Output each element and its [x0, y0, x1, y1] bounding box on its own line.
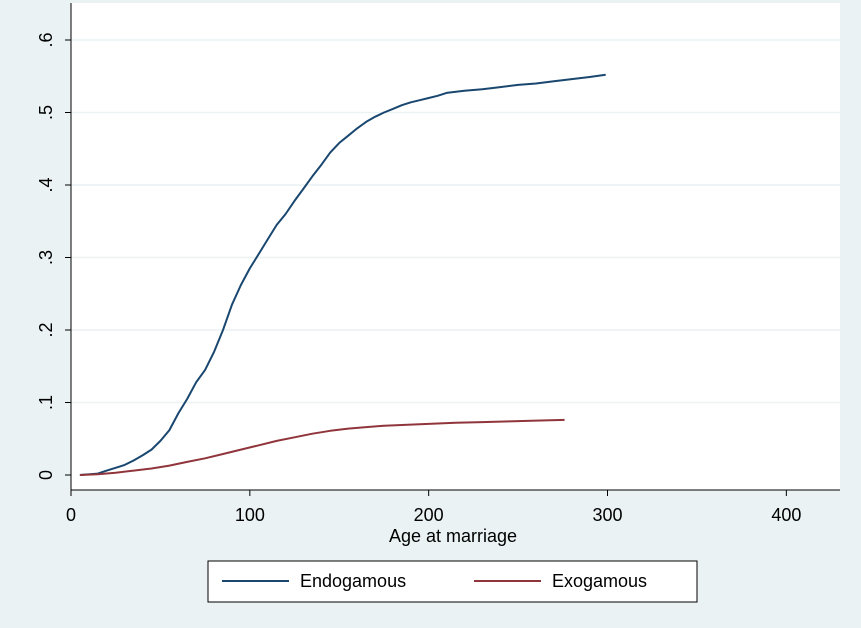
y-tick-label: .5	[36, 105, 56, 120]
legend-label-exogamous: Exogamous	[552, 571, 647, 591]
legend: Endogamous Exogamous	[222, 571, 647, 591]
grid	[71, 39, 840, 404]
series-line-exogamous	[79, 418, 565, 476]
series-line-endogamous	[79, 73, 606, 476]
x-ticks: 0 100 200 300 400	[66, 490, 801, 525]
y-tick-label: .1	[36, 395, 56, 410]
series-layer	[79, 73, 606, 476]
plot-area	[71, 3, 840, 490]
x-tick-label: 400	[771, 505, 801, 525]
y-tick-label: .4	[36, 177, 56, 192]
y-tick-label: .6	[36, 32, 56, 47]
y-tick-label: .2	[36, 322, 56, 337]
legend-label-endogamous: Endogamous	[300, 571, 406, 591]
x-tick-label: 0	[66, 505, 76, 525]
x-tick-label: 100	[235, 505, 265, 525]
x-tick-label: 300	[592, 505, 622, 525]
legend-box	[207, 560, 698, 603]
y-tick-label: .3	[36, 250, 56, 265]
y-tick-label: 0	[36, 470, 56, 480]
x-axis-title: Age at marriage	[389, 526, 517, 546]
x-tick-label: 200	[414, 505, 444, 525]
y-ticks: 0 .1 .2 .3 .4 .5 .6	[36, 32, 71, 480]
